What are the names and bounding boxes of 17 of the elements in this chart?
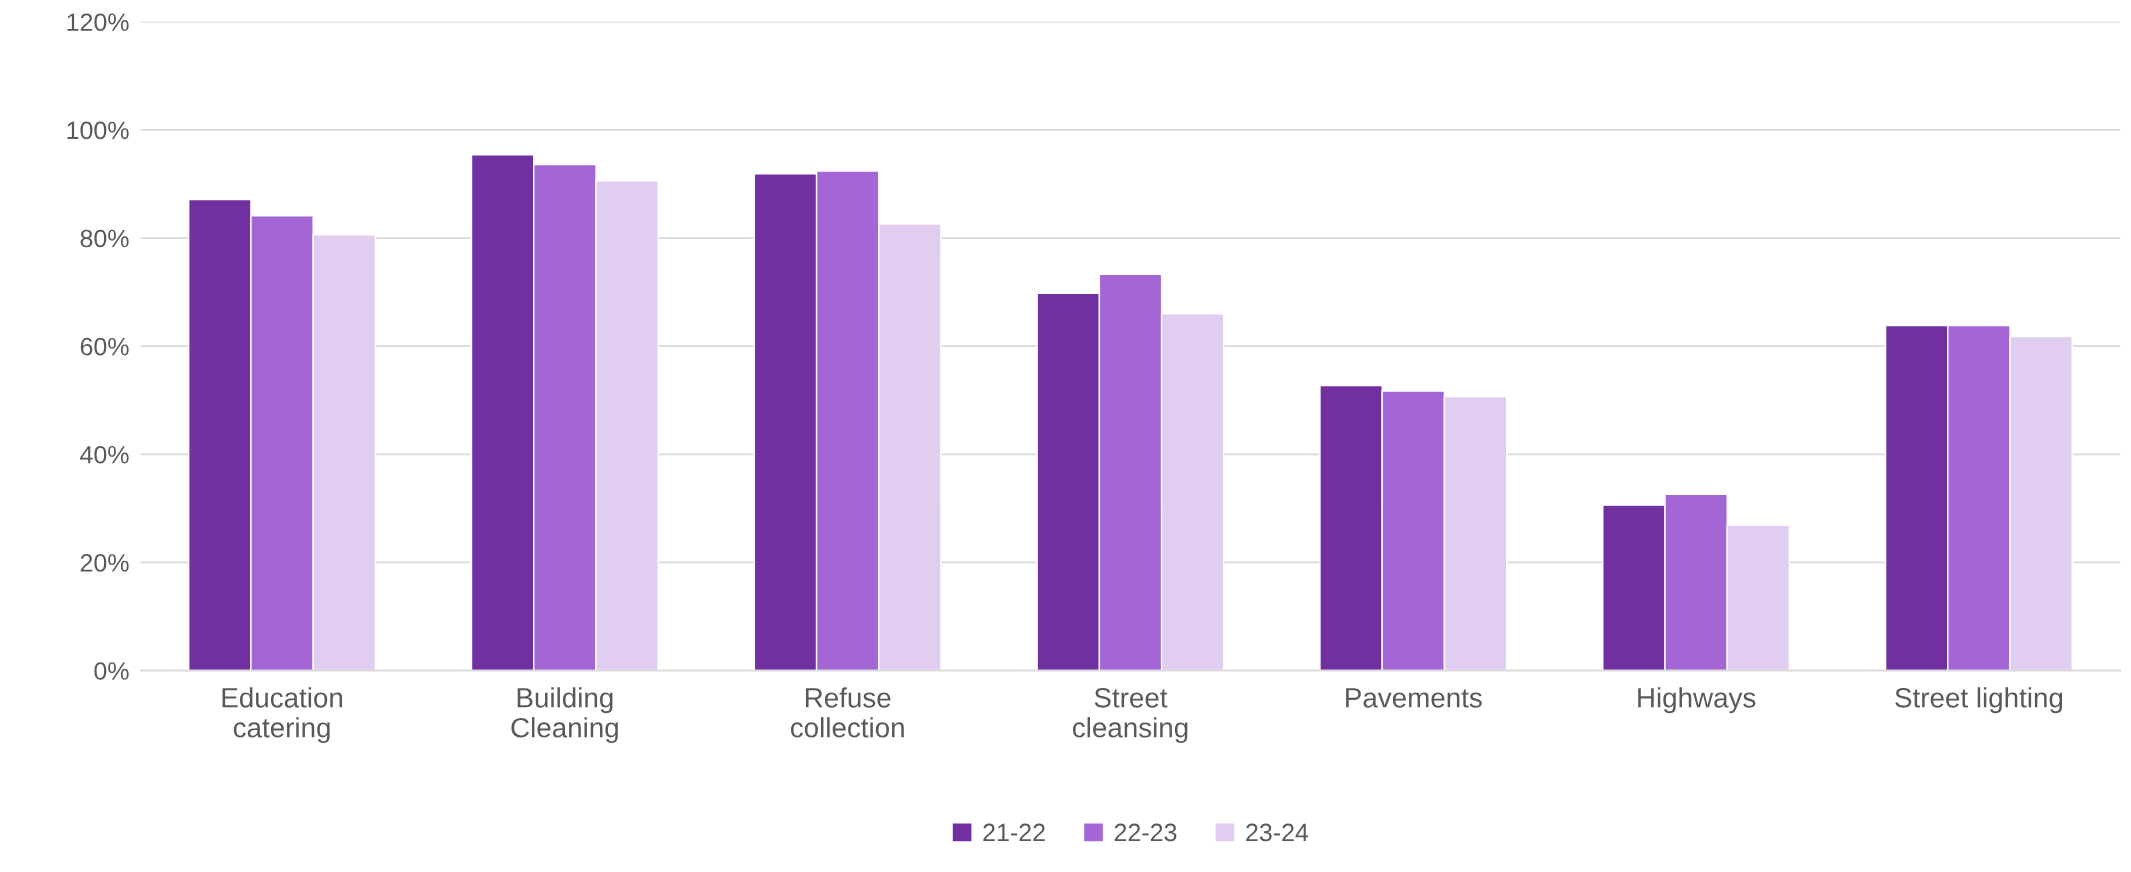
x-tick-label: Highways: [1638, 687, 1756, 714]
legend-label: 21-22: [983, 823, 1045, 842]
x-tick-label: Building Cleaning: [511, 687, 618, 744]
y-tick-label: 80%: [80, 229, 129, 248]
legend-label: 23-24: [1246, 823, 1309, 842]
y-tick-label: 40%: [80, 445, 129, 464]
y-tick-label: 120%: [67, 13, 129, 32]
x-tick-label: Refuse collection: [790, 687, 904, 738]
legend-label: 22-23: [1114, 823, 1177, 842]
y-tick-label: 60%: [80, 337, 129, 356]
y-tick-label: 100%: [67, 121, 129, 140]
x-tick-label: Street lighting: [1895, 687, 2063, 714]
y-tick-label: 0%: [94, 662, 129, 680]
x-tick-label: Pavements: [1346, 688, 1482, 708]
x-tick-label: Education catering: [222, 687, 343, 744]
x-tick-label: Street cleansing: [1073, 687, 1188, 744]
y-tick-label: 20%: [80, 554, 129, 572]
